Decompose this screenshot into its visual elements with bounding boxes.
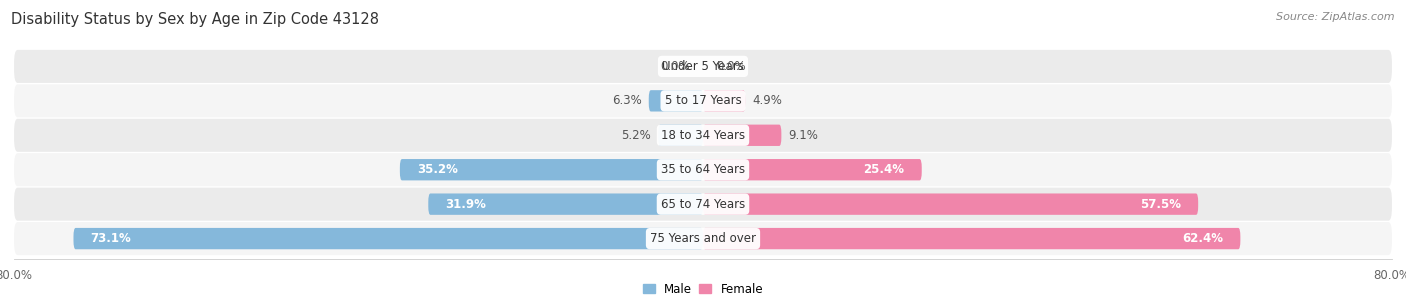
Text: 25.4%: 25.4%	[863, 163, 904, 176]
Text: 35 to 64 Years: 35 to 64 Years	[661, 163, 745, 176]
Text: Disability Status by Sex by Age in Zip Code 43128: Disability Status by Sex by Age in Zip C…	[11, 12, 380, 27]
FancyBboxPatch shape	[14, 222, 1392, 255]
FancyBboxPatch shape	[703, 228, 1240, 249]
FancyBboxPatch shape	[14, 50, 1392, 83]
FancyBboxPatch shape	[703, 90, 745, 112]
FancyBboxPatch shape	[73, 228, 703, 249]
Text: 18 to 34 Years: 18 to 34 Years	[661, 129, 745, 142]
FancyBboxPatch shape	[14, 84, 1392, 117]
FancyBboxPatch shape	[429, 193, 703, 215]
FancyBboxPatch shape	[703, 159, 922, 180]
Text: Under 5 Years: Under 5 Years	[662, 60, 744, 73]
FancyBboxPatch shape	[648, 90, 703, 112]
Text: Source: ZipAtlas.com: Source: ZipAtlas.com	[1277, 12, 1395, 22]
Text: 62.4%: 62.4%	[1182, 232, 1223, 245]
Text: 73.1%: 73.1%	[91, 232, 131, 245]
Text: 9.1%: 9.1%	[789, 129, 818, 142]
FancyBboxPatch shape	[399, 159, 703, 180]
FancyBboxPatch shape	[703, 193, 1198, 215]
Legend: Male, Female: Male, Female	[638, 278, 768, 300]
Text: 5 to 17 Years: 5 to 17 Years	[665, 94, 741, 107]
FancyBboxPatch shape	[14, 153, 1392, 186]
Text: 6.3%: 6.3%	[612, 94, 643, 107]
Text: 4.9%: 4.9%	[752, 94, 782, 107]
Text: 57.5%: 57.5%	[1140, 198, 1181, 211]
FancyBboxPatch shape	[14, 119, 1392, 152]
Text: 75 Years and over: 75 Years and over	[650, 232, 756, 245]
Text: 65 to 74 Years: 65 to 74 Years	[661, 198, 745, 211]
Text: 35.2%: 35.2%	[418, 163, 458, 176]
FancyBboxPatch shape	[14, 188, 1392, 221]
FancyBboxPatch shape	[658, 125, 703, 146]
Text: 0.0%: 0.0%	[716, 60, 745, 73]
Text: 5.2%: 5.2%	[621, 129, 651, 142]
FancyBboxPatch shape	[703, 125, 782, 146]
Text: 0.0%: 0.0%	[661, 60, 690, 73]
Text: 31.9%: 31.9%	[446, 198, 486, 211]
